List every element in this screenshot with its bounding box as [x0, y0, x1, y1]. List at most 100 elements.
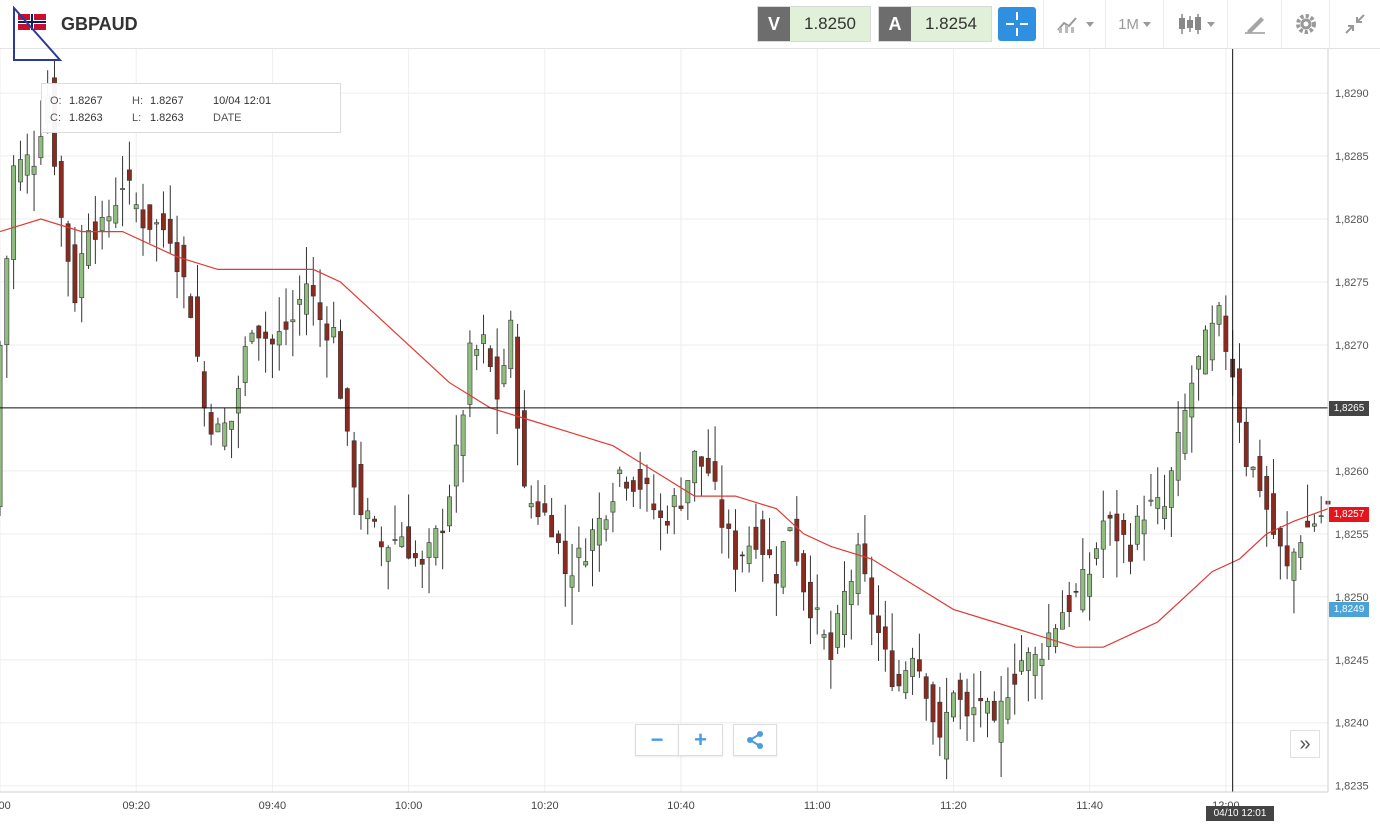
candle-body-up — [99, 216, 105, 232]
candle — [92, 196, 98, 264]
time-tick-label: 9:00 — [0, 800, 11, 812]
collapse-button[interactable] — [1329, 0, 1380, 48]
candle — [876, 585, 881, 661]
candle — [365, 497, 371, 535]
candle — [583, 538, 589, 568]
price-tick-label: 1,8280 — [1335, 214, 1369, 226]
candle — [31, 130, 37, 212]
candle-body-up — [590, 529, 595, 551]
candle-body-down — [201, 371, 207, 409]
candle-body-up — [1311, 523, 1317, 527]
candle — [1100, 490, 1106, 578]
candle-body-down — [828, 632, 834, 660]
candle — [1121, 513, 1127, 564]
candle — [385, 545, 391, 590]
scroll-to-latest-button[interactable]: » — [1290, 730, 1320, 758]
candle-body-down — [753, 526, 759, 550]
gear-icon — [1295, 14, 1316, 34]
candle — [1298, 535, 1304, 570]
candle — [1066, 581, 1072, 627]
candle-body-up — [1039, 658, 1045, 667]
moving-average-line — [0, 218, 1329, 648]
candle-body-down — [930, 684, 936, 723]
candle — [290, 290, 296, 357]
candle — [848, 569, 854, 640]
candle — [944, 677, 950, 780]
sell-price-button[interactable]: V 1.8250 — [757, 6, 871, 42]
zoom-in-button[interactable]: + — [678, 724, 723, 756]
candle-body-down — [562, 540, 568, 575]
candle — [481, 314, 486, 364]
candle-body-down — [862, 543, 868, 575]
candle-body-up — [951, 692, 956, 718]
candle-body-up — [453, 444, 459, 487]
candle-body-down — [378, 541, 384, 548]
candle — [1019, 635, 1024, 675]
candle-body-up — [1019, 660, 1024, 672]
candle — [120, 156, 125, 227]
candle-body-down — [923, 676, 929, 699]
candle-body-up — [474, 349, 480, 356]
candle-body-up — [508, 319, 514, 370]
candle-body-down — [344, 388, 350, 432]
candle — [855, 532, 861, 606]
symbol-title: GBPAUD — [61, 14, 138, 34]
candle — [467, 330, 473, 418]
drawing-tools-button[interactable] — [1227, 0, 1281, 48]
candle — [406, 494, 412, 560]
candle — [201, 361, 207, 427]
candle-body-down — [630, 480, 636, 492]
zoom-out-button[interactable]: − — [635, 724, 679, 756]
buy-price-button[interactable]: A 1.8254 — [878, 6, 992, 42]
chart-type-button[interactable] — [1043, 0, 1105, 48]
candle-body-down — [1012, 673, 1018, 685]
candle-body-down — [664, 521, 670, 526]
candle — [1182, 393, 1188, 460]
candle — [985, 697, 990, 738]
candle — [923, 673, 929, 721]
price-tick-label: 1,8245 — [1335, 655, 1369, 667]
crosshair-button[interactable] — [998, 7, 1036, 41]
price-tick-label: 1,8290 — [1335, 88, 1369, 100]
candle — [1168, 466, 1174, 537]
candle-body-down — [161, 213, 166, 231]
candle — [508, 310, 514, 378]
candle-body-up — [910, 657, 915, 677]
settings-button[interactable] — [1281, 0, 1329, 48]
candle-body-down — [896, 673, 902, 687]
candle — [1046, 604, 1052, 660]
candle-body-up — [113, 205, 119, 224]
candle — [719, 465, 725, 554]
candle-body-up — [1250, 466, 1256, 470]
candle-body-down — [188, 296, 194, 318]
candle-body-up — [501, 365, 507, 385]
share-button[interactable] — [733, 724, 777, 756]
candle — [154, 219, 160, 262]
candle-body-down — [195, 296, 200, 357]
candle — [1148, 473, 1154, 507]
candle-style-button[interactable] — [1163, 0, 1227, 48]
candle — [229, 420, 234, 459]
candle-body-down — [773, 574, 779, 584]
low-value: 1.8263 — [150, 112, 184, 124]
candle-body-up — [780, 541, 786, 588]
candle-body-down — [1066, 595, 1072, 612]
candle — [1025, 647, 1031, 702]
candle — [1291, 548, 1297, 614]
high-label: H: — [132, 95, 143, 107]
candle-body-up — [1025, 652, 1031, 671]
candle — [1005, 667, 1011, 725]
candle — [426, 528, 432, 594]
candle-body-up — [1155, 497, 1161, 509]
candle-body-up — [848, 581, 854, 605]
candle — [637, 451, 643, 509]
candle-body-down — [801, 553, 807, 593]
candle-body-down — [651, 503, 657, 511]
candle-body-up — [1141, 519, 1147, 535]
candle — [140, 183, 146, 256]
candle-body-up — [467, 342, 473, 405]
timeframe-selector[interactable]: 1M — [1105, 0, 1163, 48]
candle-body-up — [903, 670, 909, 694]
candle-body-up — [1189, 382, 1195, 418]
